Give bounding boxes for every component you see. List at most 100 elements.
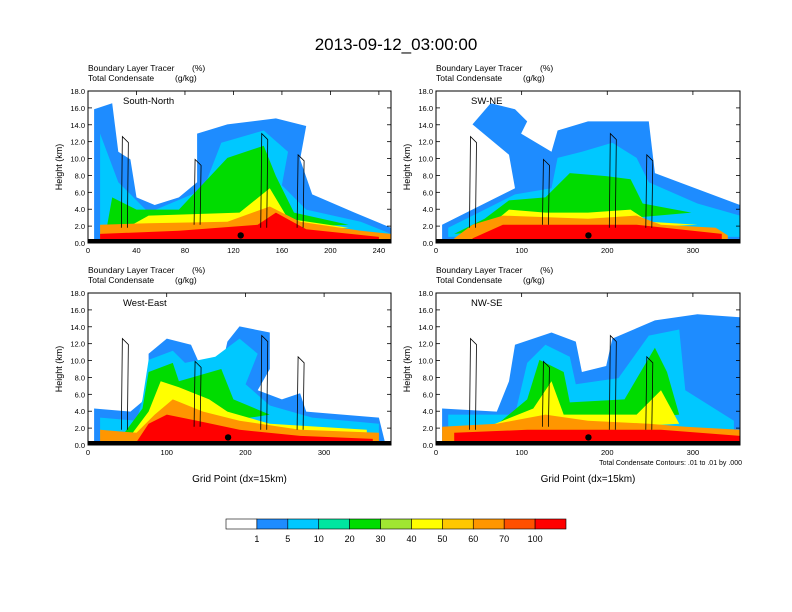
condensate-contours bbox=[469, 132, 654, 228]
unit-string-1: (%) bbox=[540, 265, 553, 275]
x-tick-label: 100 bbox=[515, 246, 528, 255]
y-tick-label: 18.0 bbox=[418, 87, 433, 96]
tracer-contour-fill bbox=[136, 414, 373, 442]
x-tick-label: 200 bbox=[239, 448, 252, 457]
y-tick-label: 2.0 bbox=[75, 424, 85, 433]
plot-frame bbox=[435, 292, 741, 446]
x-tick-label: 200 bbox=[324, 246, 337, 255]
left-string-1: Boundary Layer Tracer bbox=[88, 265, 175, 275]
panel-4: 0.0 2.0 4.0 6.0 8.0 10.0 12.0 14.0 16.0 18.0 0 100 2… bbox=[402, 265, 742, 485]
y-tick-label: 16.0 bbox=[418, 104, 433, 113]
terrain bbox=[88, 239, 391, 243]
colorbar: 1 5 10 20 30 40 50 60 70 100 bbox=[225, 518, 567, 544]
x-tick-label: 300 bbox=[687, 448, 700, 457]
y-tick-label: 14.0 bbox=[70, 121, 85, 130]
condensate-contour-line bbox=[193, 360, 202, 427]
left-string-2: Total Condensate bbox=[88, 275, 154, 285]
terrain bbox=[88, 441, 391, 445]
x-tick-label: 300 bbox=[687, 246, 700, 255]
colorbar-swatch bbox=[256, 518, 289, 530]
colorbar-swatch bbox=[472, 518, 505, 530]
x-tick-label: 200 bbox=[601, 448, 614, 457]
unit-string-1: (%) bbox=[192, 265, 205, 275]
tracer-contour-fill bbox=[472, 224, 722, 240]
condensate-contour-line bbox=[193, 158, 202, 225]
unit-string-1: (%) bbox=[192, 63, 205, 73]
x-tick-label: 240 bbox=[373, 246, 386, 255]
colorbar-swatch bbox=[442, 518, 474, 530]
x-tick-label: 80 bbox=[181, 246, 189, 255]
x-axis-label: Grid Point (dx=15km) bbox=[192, 474, 287, 485]
colorbar-swatch bbox=[380, 518, 412, 530]
colorbar-swatch bbox=[318, 518, 350, 530]
colorbar-label: 40 bbox=[406, 534, 416, 544]
y-tick-label: 4.0 bbox=[423, 205, 433, 214]
condensate-contours bbox=[120, 334, 305, 430]
y-tick-label: 16.0 bbox=[70, 306, 85, 315]
panel-3: 0.0 2.0 4.0 6.0 8.0 10.0 12.0 14.0 16.0 18.0 0 100 2… bbox=[54, 265, 392, 485]
plot-frame bbox=[87, 90, 392, 244]
y-tick-label: 8.0 bbox=[423, 373, 433, 382]
unit-string-1: (%) bbox=[540, 63, 553, 73]
y-tick-label: 6.0 bbox=[423, 188, 433, 197]
colorbar-swatch bbox=[534, 518, 567, 530]
condensate-contour-line bbox=[469, 135, 477, 228]
y-tick-label: 6.0 bbox=[75, 188, 85, 197]
y-axis-label: Height (km) bbox=[54, 144, 64, 191]
x-tick-label: 100 bbox=[515, 448, 528, 457]
tracer-field bbox=[88, 326, 391, 445]
y-tick-label: 2.0 bbox=[423, 222, 433, 231]
y-tick-label: 10.0 bbox=[418, 357, 433, 366]
condensate-contours bbox=[469, 334, 654, 430]
panel-label: SW-NE bbox=[471, 96, 503, 107]
y-tick-label: 0.0 bbox=[423, 239, 433, 248]
colorbar-label: 60 bbox=[468, 534, 478, 544]
y-tick-label: 2.0 bbox=[75, 222, 85, 231]
x-axis-label: Grid Point (dx=15km) bbox=[541, 474, 636, 485]
tracer-field bbox=[436, 103, 740, 243]
y-tick-label: 18.0 bbox=[70, 289, 85, 298]
terrain bbox=[436, 441, 740, 445]
plot-frame bbox=[435, 90, 741, 244]
colorbar-swatch bbox=[287, 518, 320, 530]
left-string-2: Total Condensate bbox=[436, 275, 502, 285]
condensate-contour-line bbox=[542, 360, 550, 427]
y-tick-label: 16.0 bbox=[418, 306, 433, 315]
location-marker bbox=[224, 434, 232, 441]
y-tick-label: 12.0 bbox=[418, 340, 433, 349]
y-tick-label: 8.0 bbox=[423, 171, 433, 180]
colorbar-swatch bbox=[225, 518, 258, 530]
y-tick-label: 8.0 bbox=[75, 171, 85, 180]
condensate-contour-line bbox=[542, 158, 550, 225]
condensate-contour-line bbox=[260, 334, 269, 430]
left-string-2: Total Condensate bbox=[436, 73, 502, 83]
y-tick-label: 10.0 bbox=[418, 155, 433, 164]
tracer-field bbox=[88, 103, 391, 243]
left-string-1: Boundary Layer Tracer bbox=[88, 63, 175, 73]
condensate-contour-line bbox=[120, 337, 129, 430]
condensate-contour-line bbox=[120, 135, 129, 228]
colorbar-swatch bbox=[411, 518, 443, 530]
x-tick-label: 0 bbox=[86, 448, 90, 457]
x-tick-label: 300 bbox=[318, 448, 331, 457]
y-tick-label: 14.0 bbox=[418, 323, 433, 332]
y-tick-label: 6.0 bbox=[75, 390, 85, 399]
y-tick-label: 8.0 bbox=[75, 373, 85, 382]
colorbar-label: 50 bbox=[437, 534, 447, 544]
x-tick-label: 200 bbox=[601, 246, 614, 255]
x-tick-label: 0 bbox=[434, 448, 438, 457]
colorbar-label: 20 bbox=[345, 534, 355, 544]
y-tick-label: 14.0 bbox=[70, 323, 85, 332]
x-tick-label: 0 bbox=[86, 246, 90, 255]
location-marker bbox=[585, 232, 592, 239]
colorbar-swatch bbox=[503, 518, 536, 530]
colorbar-label: 1 bbox=[254, 534, 259, 544]
main-title: 2013-09-12_03:00:00 bbox=[315, 35, 478, 54]
colorbar-label: 70 bbox=[499, 534, 509, 544]
y-tick-label: 18.0 bbox=[70, 87, 85, 96]
panel-2: 0.0 2.0 4.0 6.0 8.0 10.0 12.0 14.0 16.0 18.0 0 100 2… bbox=[402, 63, 741, 255]
unit-string-2: (g/kg) bbox=[175, 275, 197, 285]
panel-label: NW-SE bbox=[471, 298, 503, 309]
y-tick-label: 0.0 bbox=[423, 441, 433, 450]
